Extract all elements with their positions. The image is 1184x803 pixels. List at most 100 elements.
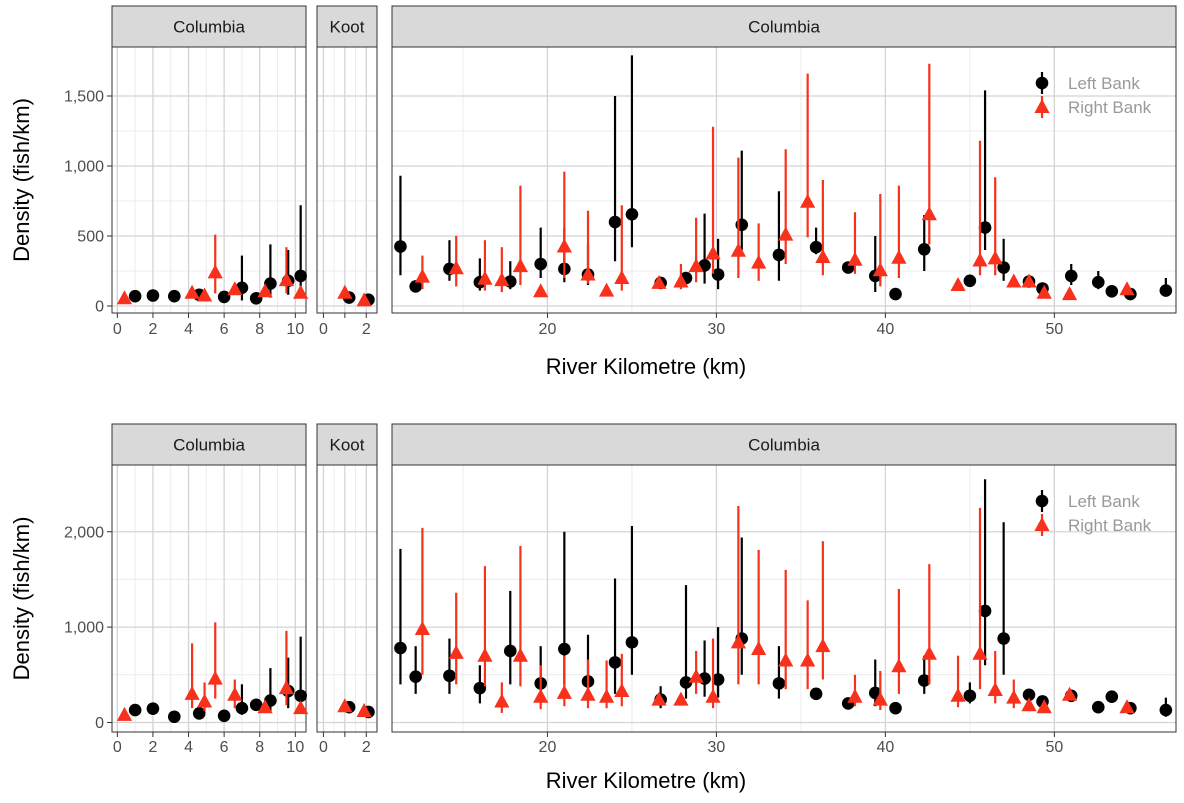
data-point-right-bank: [1036, 699, 1052, 714]
data-point-right-bank: [196, 693, 213, 708]
data-point-left-bank: [772, 248, 786, 262]
data-point-right-bank: [651, 274, 667, 289]
data-point-right-bank: [1061, 686, 1078, 701]
data-point-left-bank: [409, 670, 422, 683]
facet-label: Columbia: [173, 436, 245, 455]
x-tick-label: 2: [148, 739, 157, 756]
data-point-right-bank: [987, 682, 1003, 697]
data-point-right-bank: [494, 272, 510, 287]
x-tick-label: 0: [113, 739, 122, 756]
data-point-right-bank: [337, 284, 353, 299]
data-point-right-bank: [891, 249, 907, 264]
data-point-left-bank: [394, 641, 407, 655]
data-point-left-bank: [146, 289, 160, 302]
data-point-left-bank: [963, 689, 977, 703]
data-point-right-bank: [512, 258, 529, 273]
data-point-right-bank: [477, 270, 493, 285]
data-point-right-bank: [356, 703, 372, 718]
x-tick-label: 50: [1045, 321, 1063, 338]
data-point-right-bank: [987, 250, 1003, 265]
data-point-right-bank: [227, 686, 243, 701]
data-point-right-bank: [337, 698, 353, 713]
data-point-left-bank: [1064, 269, 1078, 283]
x-axis-title: River Kilometre (km): [546, 768, 746, 793]
data-point-right-bank: [1061, 286, 1078, 301]
panel-background: [317, 47, 377, 313]
data-point-right-bank: [116, 706, 133, 721]
data-point-right-bank: [651, 691, 667, 706]
data-point-right-bank: [891, 658, 907, 673]
facet-strip: [111, 5, 307, 48]
facet-strip: [316, 5, 378, 48]
data-point-right-bank: [227, 281, 243, 296]
x-tick-label: 8: [255, 739, 264, 756]
data-point-left-bank: [167, 289, 181, 303]
x-tick-label: 20: [539, 739, 557, 756]
data-point-right-bank: [598, 282, 615, 297]
data-point-right-bank: [950, 277, 966, 291]
data-point-right-bank: [257, 699, 273, 714]
data-point-right-bank: [293, 284, 309, 299]
data-point-left-bank: [1105, 285, 1119, 298]
x-tick-label: 2: [362, 321, 371, 338]
data-point-right-bank: [815, 249, 831, 263]
data-point-left-bank: [473, 681, 487, 695]
legend-label: Right Bank: [1068, 516, 1152, 535]
y-axis-title: Density (fish/km): [9, 517, 34, 681]
data-point-right-bank: [414, 621, 431, 636]
x-tick-label: 8: [255, 321, 264, 338]
x-tick-label: 0: [319, 739, 328, 756]
data-point-right-bank: [688, 668, 704, 683]
data-point-left-bank: [889, 701, 902, 715]
data-point-right-bank: [1021, 697, 1037, 712]
data-point-right-bank: [872, 262, 888, 277]
x-axis-title: River Kilometre (km): [546, 354, 746, 379]
data-point-right-bank: [872, 691, 888, 706]
data-point-right-bank: [184, 685, 200, 700]
data-point-right-bank: [356, 292, 372, 307]
legend-label: Left Bank: [1068, 74, 1140, 93]
data-point-right-bank: [580, 686, 596, 701]
data-point-left-bank: [917, 243, 931, 256]
data-point-right-bank: [921, 206, 937, 221]
data-point-right-bank: [196, 287, 213, 302]
data-point-right-bank: [778, 652, 794, 667]
data-point-left-bank: [217, 709, 231, 723]
data-point-left-bank: [809, 240, 823, 254]
chart-top: [107, 5, 1177, 318]
data-point-right-bank: [800, 652, 816, 667]
data-point-left-bank: [264, 277, 277, 290]
data-point-right-bank: [448, 644, 464, 659]
y-tick-label: 2,000: [64, 524, 104, 541]
data-point-left-bank: [889, 287, 902, 301]
y-tick-label: 1,500: [64, 89, 104, 106]
data-point-right-bank: [1036, 284, 1052, 299]
y-axis-title: Density (fish/km): [9, 98, 34, 262]
data-point-left-bank: [1022, 688, 1036, 702]
panel-border: [111, 46, 307, 314]
data-point-right-bank: [688, 258, 704, 273]
data-point-right-bank: [847, 688, 863, 703]
data-point-left-bank: [294, 269, 307, 283]
data-point-right-bank: [414, 268, 431, 283]
panel-background: [112, 47, 306, 313]
data-point-right-bank: [847, 251, 863, 266]
data-point-right-bank: [257, 283, 273, 298]
data-point-left-bank: [534, 257, 547, 271]
x-tick-label: 20: [539, 321, 557, 338]
data-point-right-bank: [800, 193, 816, 208]
facet-strip: [391, 5, 1177, 48]
legend-key-triangle: [1034, 99, 1050, 113]
legend-label: Left Bank: [1068, 492, 1140, 511]
data-point-left-bank: [167, 710, 181, 724]
data-point-left-bank: [394, 240, 407, 253]
data-point-right-bank: [1119, 699, 1135, 714]
data-point-right-bank: [207, 264, 223, 279]
data-point-left-bank: [711, 268, 725, 281]
y-tick-label: 1,000: [64, 620, 104, 637]
data-point-left-bank: [235, 701, 249, 715]
y-tick-label: 0: [95, 715, 104, 732]
x-tick-label: 2: [362, 739, 371, 756]
data-point-right-bank: [1119, 281, 1135, 296]
